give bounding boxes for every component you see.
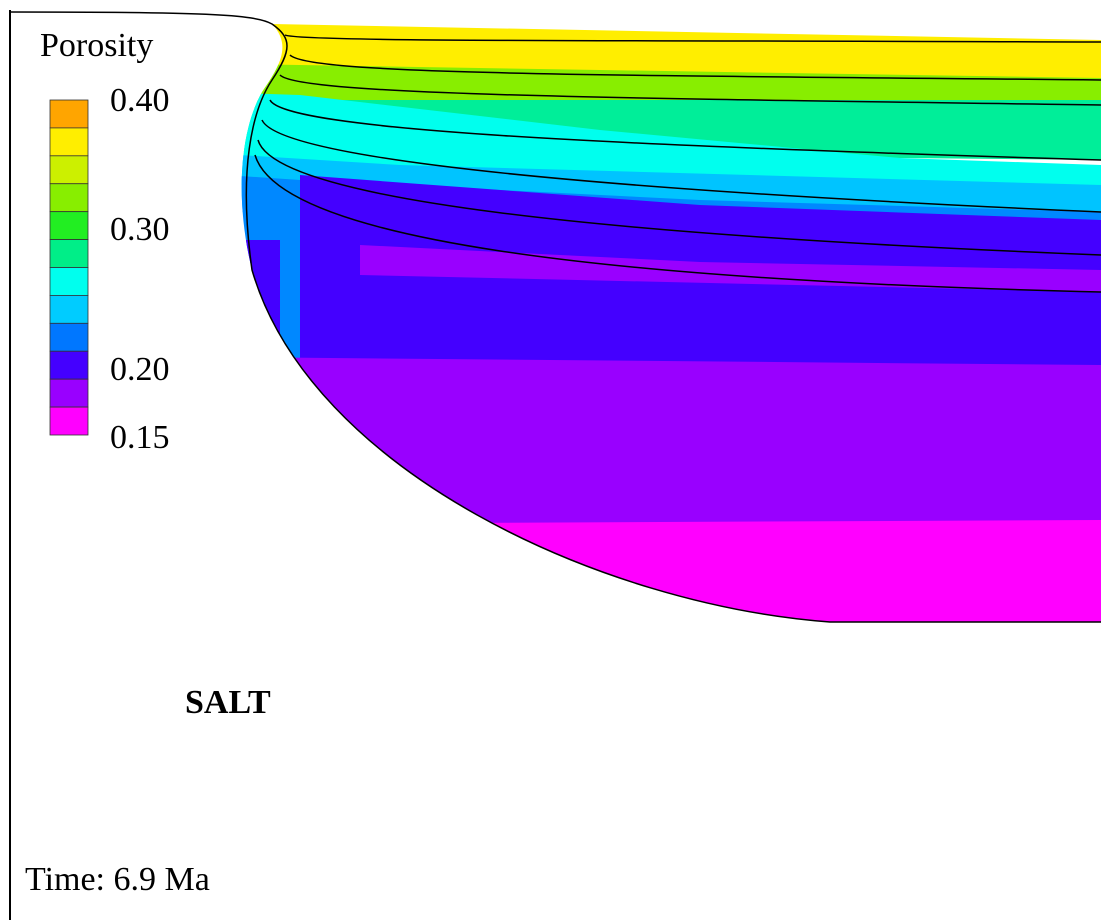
colorbar-swatch [50,100,88,128]
colorbar-swatch [50,295,88,323]
figure: Porosity 0.40 0.30 0.20 0.15 SALT Time: … [0,0,1101,920]
colorbar-label: 0.20 [110,351,170,388]
time-label: Time: 6.9 Ma [25,861,210,898]
salt-label: SALT [185,684,271,721]
colorbar-swatch [50,128,88,156]
colorbar-swatch [50,240,88,268]
colorbar-swatch [50,351,88,379]
legend-title: Porosity [40,27,153,64]
band [0,240,280,365]
colorbar-swatch [50,212,88,240]
colorbar-swatch [50,379,88,407]
colorbar-swatch [50,184,88,212]
colorbar-label: 0.30 [110,211,170,248]
colorbar-label: 0.15 [110,419,170,456]
colorbar-swatch [50,407,88,435]
colorbar [50,100,88,435]
colorbar-swatch [50,323,88,351]
colorbar-swatch [50,156,88,184]
colorbar-swatch [50,268,88,296]
colorbar-label: 0.40 [110,82,170,119]
